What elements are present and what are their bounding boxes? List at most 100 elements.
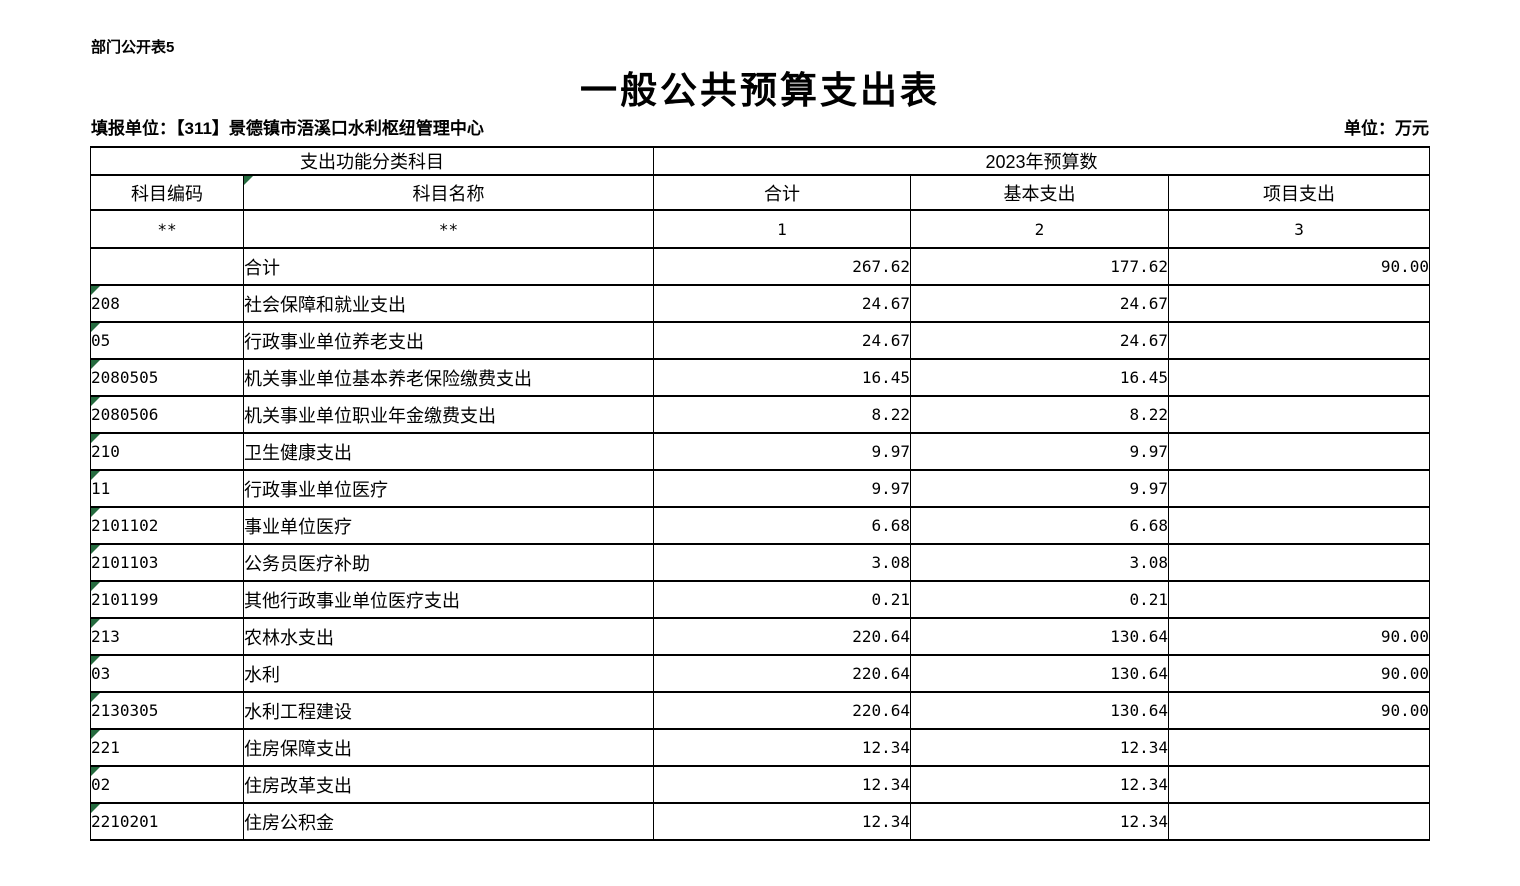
cell-name: 住房保障支出 <box>243 728 654 767</box>
budget-table: 支出功能分类科目 2023年预算数 科目编码 科目名称 合计 基本支出 项目支出… <box>90 146 1431 841</box>
excel-marker-icon <box>244 177 253 185</box>
cell-code: 2210201 <box>90 802 244 841</box>
cell-project <box>1167 358 1431 397</box>
cell-basic: 130.64 <box>910 617 1169 656</box>
table-row: 213 农林水支出 220.64 130.64 90.00 <box>90 617 1431 656</box>
cell-code: 2101199 <box>90 580 244 619</box>
header-subject-code: 科目编码 <box>90 174 244 211</box>
doc-label: 部门公开表5 <box>91 39 175 56</box>
cell-code: 05 <box>90 321 244 360</box>
cell-project <box>1167 432 1431 471</box>
cell-project <box>1167 580 1431 619</box>
cell-name: 水利工程建设 <box>243 691 654 730</box>
cell-name: 机关事业单位基本养老保险缴费支出 <box>243 358 654 397</box>
index-cell: 1 <box>653 209 911 249</box>
excel-marker-icon <box>91 694 100 702</box>
cell-code: 210 <box>90 432 244 471</box>
index-cell: ** <box>90 209 244 249</box>
cell-name: 水利 <box>243 654 654 693</box>
cell-project <box>1167 543 1431 582</box>
cell-name: 行政事业单位养老支出 <box>243 321 654 360</box>
cell-total: 220.64 <box>653 654 911 693</box>
cell-total: 267.62 <box>653 247 911 286</box>
header-subject-name: 科目名称 <box>243 174 654 211</box>
cell-name: 事业单位医疗 <box>243 506 654 545</box>
table-row: 2101103 公务员医疗补助 3.08 3.08 <box>90 543 1431 582</box>
cell-name: 社会保障和就业支出 <box>243 284 654 323</box>
table-row: 02 住房改革支出 12.34 12.34 <box>90 765 1431 804</box>
cell-basic: 12.34 <box>910 802 1169 841</box>
cell-basic: 16.45 <box>910 358 1169 397</box>
cell-basic: 12.34 <box>910 765 1169 804</box>
info-line: 填报单位：【311】景德镇市浯溪口水利枢纽管理中心 单位：万元 <box>91 114 1429 139</box>
excel-marker-icon <box>91 731 100 739</box>
excel-marker-icon <box>91 768 100 776</box>
page-title: 一般公共预算支出表 <box>580 71 940 112</box>
cell-total: 220.64 <box>653 691 911 730</box>
group-header-row: 支出功能分类科目 2023年预算数 <box>90 146 1431 176</box>
cell-code: 2080506 <box>90 395 244 434</box>
cell-code: 2101103 <box>90 543 244 582</box>
cell-project: 90.00 <box>1167 247 1431 286</box>
cell-project <box>1167 802 1431 841</box>
cell-code: 221 <box>90 728 244 767</box>
cell-project <box>1167 728 1431 767</box>
cell-project <box>1167 321 1431 360</box>
cell-total: 12.34 <box>653 728 911 767</box>
cell-project: 90.00 <box>1167 691 1431 730</box>
cell-total: 9.97 <box>653 469 911 508</box>
cell-total: 6.68 <box>653 506 911 545</box>
table-row: 221 住房保障支出 12.34 12.34 <box>90 728 1431 767</box>
cell-code: 11 <box>90 469 244 508</box>
table-row: 2101199 其他行政事业单位医疗支出 0.21 0.21 <box>90 580 1431 619</box>
excel-marker-icon <box>91 620 100 628</box>
excel-marker-icon <box>91 805 100 813</box>
cell-basic: 9.97 <box>910 432 1169 471</box>
excel-marker-icon <box>91 435 100 443</box>
cell-total: 16.45 <box>653 358 911 397</box>
cell-basic: 8.22 <box>910 395 1169 434</box>
cell-code: 2130305 <box>90 691 244 730</box>
table-row: 2130305 水利工程建设 220.64 130.64 90.00 <box>90 691 1431 730</box>
cell-code: 2080505 <box>90 358 244 397</box>
header-total: 合计 <box>653 174 911 211</box>
cell-code: 2101102 <box>90 506 244 545</box>
cell-name: 机关事业单位职业年金缴费支出 <box>243 395 654 434</box>
header-budget-2023: 2023年预算数 <box>652 146 1431 176</box>
cell-name: 卫生健康支出 <box>243 432 654 471</box>
cell-basic: 3.08 <box>910 543 1169 582</box>
cell-basic: 24.67 <box>910 321 1169 360</box>
excel-marker-icon <box>91 657 100 665</box>
excel-marker-icon <box>91 324 100 332</box>
cell-basic: 24.67 <box>910 284 1169 323</box>
excel-marker-icon <box>91 583 100 591</box>
cell-total: 12.34 <box>653 802 911 841</box>
table-row: 03 水利 220.64 130.64 90.00 <box>90 654 1431 693</box>
table-row: 2101102 事业单位医疗 6.68 6.68 <box>90 506 1431 545</box>
excel-marker-icon <box>91 546 100 554</box>
cell-project: 90.00 <box>1167 617 1431 656</box>
cell-basic: 9.97 <box>910 469 1169 508</box>
excel-marker-icon <box>91 509 100 517</box>
cell-total: 12.34 <box>653 765 911 804</box>
cell-basic: 0.21 <box>910 580 1169 619</box>
cell-project: 90.00 <box>1167 654 1431 693</box>
index-cell: ** <box>243 209 654 249</box>
index-cell: 2 <box>910 209 1169 249</box>
cell-basic: 6.68 <box>910 506 1169 545</box>
header-project-expense: 项目支出 <box>1167 174 1431 211</box>
table-row: 2080506 机关事业单位职业年金缴费支出 8.22 8.22 <box>90 395 1431 434</box>
table-row: 合计 267.62 177.62 90.00 <box>90 247 1431 286</box>
cell-total: 8.22 <box>653 395 911 434</box>
cell-name: 合计 <box>243 247 654 286</box>
cell-total: 3.08 <box>653 543 911 582</box>
cell-name: 住房改革支出 <box>243 765 654 804</box>
cell-total: 24.67 <box>653 284 911 323</box>
cell-code: 03 <box>90 654 244 693</box>
cell-project <box>1167 395 1431 434</box>
table-row: 2210201 住房公积金 12.34 12.34 <box>90 802 1431 841</box>
cell-basic: 130.64 <box>910 654 1169 693</box>
cell-name: 住房公积金 <box>243 802 654 841</box>
excel-marker-icon <box>91 398 100 406</box>
